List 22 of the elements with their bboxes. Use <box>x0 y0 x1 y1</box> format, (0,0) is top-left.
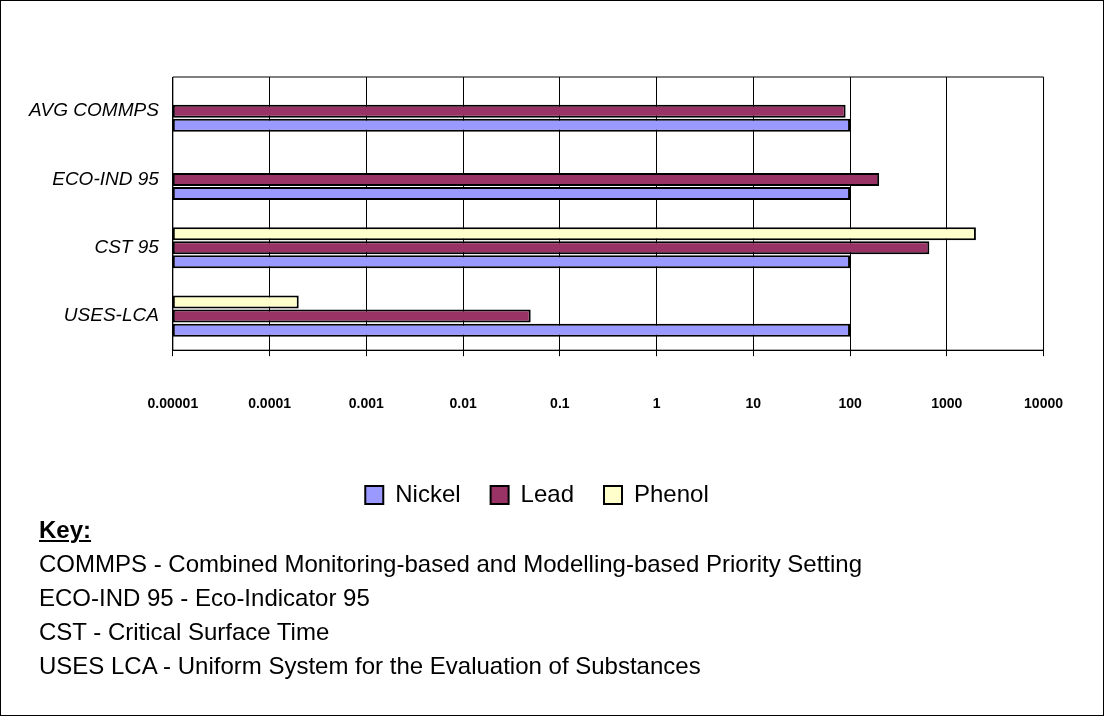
x-tick-label: 0.001 <box>348 395 385 412</box>
x-tick-label: 0.00001 <box>147 395 199 412</box>
x-tick-label: 0.0001 <box>248 395 292 412</box>
x-tick-label: 10000 <box>1024 395 1064 412</box>
x-tick-label: 100 <box>838 395 862 412</box>
x-tick-label: 0.1 <box>550 395 570 412</box>
text: USES LCA - Uniform System for the Evaluation of Substances <box>39 651 702 681</box>
x-tick-label: 1 <box>652 395 661 412</box>
y-tick-label: CST 95 <box>94 236 160 258</box>
y-tick-label: USES-LCA <box>63 304 159 326</box>
legend-label: Lead <box>520 479 574 507</box>
legend-label: Phenol <box>634 479 709 507</box>
x-tick-label: 0.01 <box>449 395 477 412</box>
y-tick-label: AVG COMMPS <box>28 99 160 121</box>
x-tick-label: 10 <box>745 395 762 412</box>
x-tick-label: 1000 <box>931 395 963 412</box>
legend-label: Nickel <box>395 479 461 507</box>
text: Key: <box>39 515 93 545</box>
text: ECO-IND 95 - Eco-Indicator 95 <box>39 583 371 613</box>
y-tick-label: ECO-IND 95 <box>52 167 160 189</box>
text: CST - Critical Surface Time <box>39 617 331 647</box>
text: COMMPS - Combined Monitoring-based and Modelling-based Priority Setting <box>39 549 863 579</box>
